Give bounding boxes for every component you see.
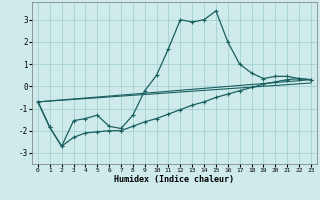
X-axis label: Humidex (Indice chaleur): Humidex (Indice chaleur) (115, 175, 234, 184)
